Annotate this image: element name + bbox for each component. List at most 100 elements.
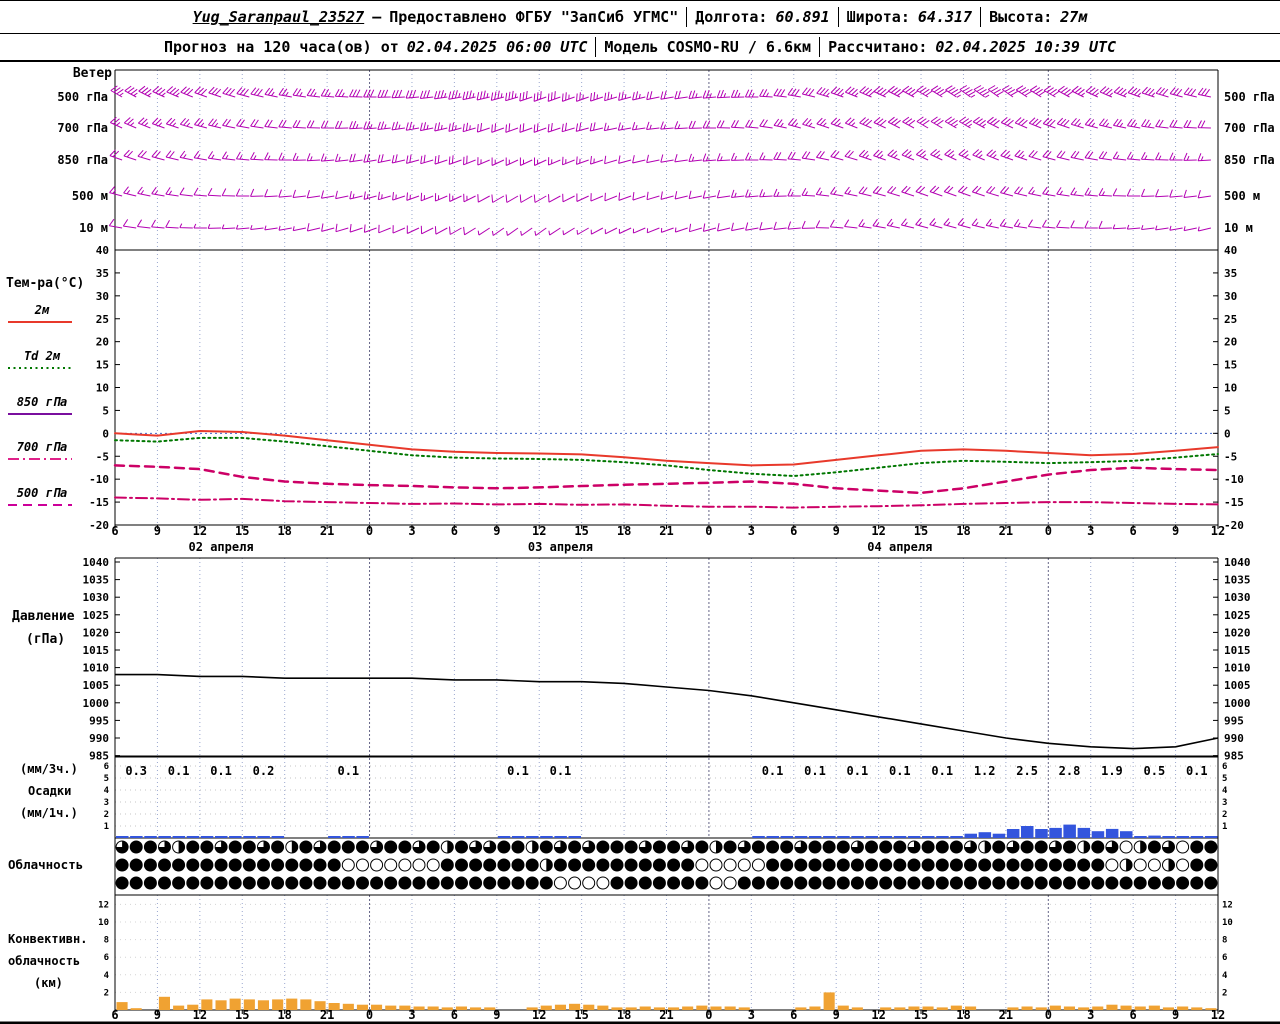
- hour-tick-label-bottom: 3: [1087, 1008, 1094, 1022]
- wind-barb: [434, 90, 448, 100]
- cloud-symbol-fill: [356, 841, 369, 853]
- convective-panel: 12 12 10 10 8 8 6 6 4 4 2 2 Конвективн. облачность (км…: [8, 900, 1233, 1010]
- wind-barb: [179, 187, 193, 197]
- hour-tick-label-bottom: 12: [193, 1008, 207, 1022]
- precip-bar: [964, 833, 977, 838]
- cloud-symbol: [341, 858, 355, 872]
- conv-tick-label-left: 8: [104, 936, 109, 946]
- cloud-symbol-fill: [116, 877, 129, 889]
- precip-bar: [511, 836, 525, 838]
- hour-tick-label-bottom: 15: [235, 1008, 249, 1022]
- wind-barb: [137, 149, 151, 161]
- hour-tick-label-bottom: 0: [1045, 1008, 1052, 1022]
- wind-barb: [688, 153, 702, 162]
- cloud-symbol-fill: [964, 841, 977, 853]
- cloud-symbol-fill: [158, 841, 171, 853]
- conv-cloud-bar: [540, 1005, 552, 1010]
- wind-barb: [576, 227, 589, 235]
- precip-bar: [328, 836, 341, 838]
- wind-barb: [165, 117, 179, 129]
- precip-3h-value: 0.1: [210, 764, 232, 778]
- temp-tick-label-left: 20: [96, 336, 109, 349]
- cloud-symbol-fill: [130, 841, 143, 853]
- wind-barb: [887, 149, 900, 161]
- cloud-symbol-fill: [1162, 877, 1175, 889]
- cloud-symbol-fill: [984, 841, 991, 853]
- wind-barb: [1070, 220, 1084, 229]
- precip-bar: [229, 836, 242, 838]
- precip-bar: [1120, 831, 1133, 838]
- wind-barb: [1141, 119, 1155, 129]
- wind-barb: [533, 91, 547, 102]
- cloud-symbol-fill: [1126, 859, 1133, 871]
- wind-barb: [1071, 85, 1086, 98]
- precip-bar: [1190, 836, 1204, 838]
- cloud-symbol-fill: [441, 877, 454, 889]
- hour-tick-label-bottom: 21: [999, 1008, 1013, 1022]
- hour-tick-label: 12: [532, 524, 546, 538]
- cloud-symbol-fill: [1035, 877, 1048, 889]
- wind-barb: [830, 186, 844, 197]
- hour-tick-label: 3: [748, 524, 755, 538]
- temp-tick-label-left: 10: [96, 382, 109, 395]
- conv-cloud-bar: [272, 999, 284, 1010]
- hour-tick-label-bottom: 21: [320, 1008, 334, 1022]
- wind-barb: [815, 187, 830, 197]
- wind-barb: [730, 119, 745, 129]
- cloud-symbol-fill: [172, 877, 185, 889]
- cloud-symbol-fill: [229, 877, 242, 889]
- wind-barb: [166, 86, 180, 98]
- model-label: Модель: [604, 38, 659, 56]
- wind-barb: [165, 219, 179, 229]
- wind-barb: [915, 185, 929, 197]
- precip-tick-label-left: 3: [104, 798, 109, 808]
- precip-bar: [752, 836, 765, 838]
- hour-tick-label-bottom: 21: [659, 1008, 673, 1022]
- conv-cloud-bar: [710, 1006, 722, 1010]
- temp-tick-label-left: 30: [96, 290, 109, 303]
- pressure-tick-label-left: 990: [89, 732, 109, 745]
- wind-barb: [1098, 151, 1112, 161]
- wind-barb: [929, 218, 943, 229]
- wind-barb: [491, 123, 505, 133]
- cloud-symbol-fill: [879, 841, 892, 853]
- wind-barb: [859, 86, 876, 98]
- date-label: 04 апреля: [867, 540, 932, 554]
- pressure-tick-label-left: 1005: [83, 679, 110, 692]
- temp-panel-title: Тем-ра(°C): [6, 276, 84, 291]
- cloud-symbol-fill: [1105, 841, 1118, 853]
- wind-barb: [702, 153, 717, 162]
- precip-tick-label-right: 2: [1222, 810, 1227, 820]
- wind-barb: [745, 222, 759, 231]
- precip-bar: [257, 836, 270, 838]
- wind-barb: [533, 194, 547, 203]
- cloud-symbol-fill: [116, 841, 129, 853]
- wind-barb: [1183, 119, 1197, 129]
- hour-tick-label: 18: [617, 524, 631, 538]
- wind-barb: [957, 218, 971, 229]
- wind-barb: [900, 218, 915, 229]
- cloud-symbol-fill: [299, 841, 312, 853]
- precip-bar: [879, 836, 893, 838]
- header-bar: Yug_Saranpaul_23527 — Предоставлено ФГБУ…: [0, 0, 1280, 34]
- conv-cloud-bar: [1035, 1007, 1047, 1010]
- cloud-symbol-fill: [497, 859, 510, 871]
- wind-barb: [958, 149, 971, 161]
- wind-barb: [306, 120, 321, 129]
- wind-barb: [136, 219, 151, 229]
- wind-barb: [1197, 87, 1212, 98]
- wind-barb: [987, 85, 1004, 98]
- cloud-symbol-fill: [1063, 877, 1076, 889]
- wind-barb: [787, 188, 801, 197]
- temp-tick-label-left: -10: [89, 473, 109, 486]
- wind-barb: [462, 122, 476, 133]
- cloud-symbol-fill: [186, 841, 199, 853]
- cloud-symbol-fill: [851, 877, 864, 889]
- wind-barb: [152, 86, 166, 98]
- wind-barb: [533, 123, 547, 133]
- cloud-symbol-fill: [1091, 841, 1104, 853]
- wind-barb: [844, 219, 858, 229]
- wind-barb: [618, 91, 632, 101]
- wind-barb: [930, 149, 943, 161]
- hour-tick-label: 21: [999, 524, 1013, 538]
